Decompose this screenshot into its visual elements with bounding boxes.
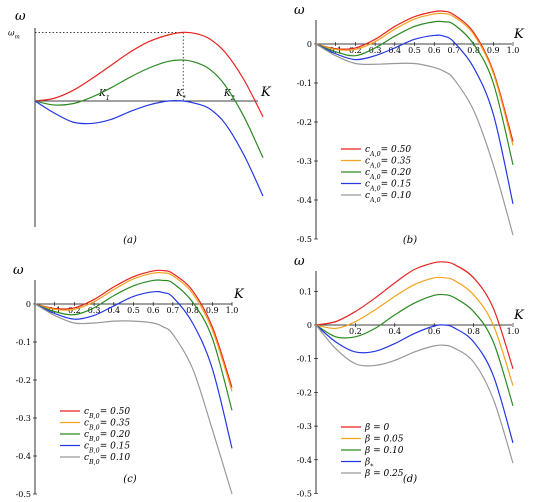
series-line-orange: [315, 12, 514, 146]
k2-label: K2: [223, 89, 235, 102]
x-tick-label: 0.3: [88, 306, 101, 315]
y-tick-label: -0.4: [297, 456, 312, 465]
k1-label: K1: [98, 89, 110, 102]
y-tick-label: -0.3: [16, 414, 31, 423]
x-tick-label: 1.0: [507, 327, 520, 336]
kstar-label: K*: [175, 89, 187, 102]
y-tick-label: -0.1: [297, 79, 312, 88]
panel-label: (b): [403, 235, 417, 246]
series-line-blue: [34, 290, 233, 449]
x-tick-label: 0.6: [428, 46, 441, 55]
panel-label: (d): [403, 474, 417, 485]
legend-label: cA,0= 0.50: [365, 145, 411, 158]
legend-label: cA,0= 0.35: [365, 157, 411, 170]
series-line-green: [34, 59, 264, 159]
x-tick-label: 0.5: [408, 46, 421, 55]
legend-label: β = 0.05: [364, 435, 404, 445]
series-line-red: [34, 31, 264, 118]
legend-label: cA,0= 0.20: [365, 168, 411, 181]
panel-label: (c): [123, 474, 137, 485]
x-tick-label: 0.4: [388, 46, 401, 55]
legend-label: β = 0.25: [364, 469, 404, 479]
x-tick-label: 0.1: [329, 46, 342, 55]
y-tick-label: -0.3: [297, 157, 312, 166]
x-tick-label: 0.8: [467, 327, 480, 336]
y-tick-label: -0.1: [16, 338, 31, 347]
x-axis-label: K: [513, 27, 525, 42]
series-line-red: [315, 10, 514, 142]
x-axis-label: K: [513, 308, 525, 323]
y-tick-label: -0.4: [297, 196, 312, 205]
legend-label: cA,0= 0.15: [365, 180, 411, 193]
x-tick-label: 0.7: [167, 306, 180, 315]
series-line-blue: [34, 99, 264, 197]
x-tick-label: 1.0: [507, 46, 520, 55]
series-line-green: [34, 279, 233, 411]
y-tick-label: 0.1: [299, 287, 312, 296]
x-tick-label: 1.0: [226, 306, 239, 315]
y-axis-label: ω: [294, 254, 305, 269]
legend-label: β*: [364, 458, 374, 471]
series-line-red: [34, 269, 233, 388]
y-axis-label: ω: [15, 9, 26, 24]
series-line-blue: [315, 324, 514, 444]
y-axis-label: ω: [13, 263, 24, 278]
y-tick-label: -0.4: [16, 452, 31, 461]
series-line-green: [315, 293, 514, 407]
y-tick-label: 0: [307, 40, 312, 49]
x-tick-label: 0.8: [467, 46, 480, 55]
x-tick-label: 0.1: [48, 306, 61, 315]
series-line-orange: [34, 271, 233, 392]
x-tick-label: 0.7: [448, 46, 461, 55]
legend-label: cB,0= 0.15: [84, 442, 130, 455]
series-line-gray: [34, 303, 233, 495]
x-tick-label: 0.9: [487, 46, 500, 55]
series-line-red: [315, 261, 514, 369]
x-tick-label: 0.3: [369, 46, 382, 55]
y-tick-label: 0: [307, 321, 312, 330]
y-axis-label: ω: [294, 3, 305, 18]
x-tick-label: 0.2: [349, 46, 362, 55]
panel-c: ω K 0.1 0.2 0.3 0.4 0.5 0.6 0.7 0.8 0.9 1.0 0 -0.1 -0.…: [13, 263, 245, 499]
y-tick-label: -0.2: [297, 388, 312, 397]
x-tick-label: 0.8: [186, 306, 199, 315]
legend-label: cB,0= 0.10: [84, 453, 130, 466]
y-tick-label: -0.5: [16, 490, 31, 499]
x-tick-label: 0.5: [127, 306, 140, 315]
panel-label: (a): [123, 235, 137, 246]
x-tick-label: 0.9: [206, 306, 219, 315]
x-tick-label: 0.2: [349, 327, 362, 336]
legend-label: β = 0: [364, 423, 389, 433]
series-line-gray: [315, 324, 514, 464]
series-line-blue: [315, 34, 514, 205]
panel-d: ω K 0.2 0.4 0.6 0.8 1.0 0.1 0 -0.1 -0.2 -0.3 -0.4 -0.…: [294, 254, 525, 499]
y-tick-label: -0.5: [297, 490, 312, 499]
y-tick-label: -0.3: [297, 422, 312, 431]
series-line-gray: [315, 43, 514, 236]
panel-b: ω K 0.1 0.2 0.3 0.4 0.5 0.6 0.7 0.8 0.9 1.0 0 -0.1 -0.…: [294, 3, 525, 246]
legend-label: cB,0= 0.50: [84, 407, 130, 420]
x-tick-label: 0.4: [107, 306, 120, 315]
y-tick-label: -0.2: [297, 118, 312, 127]
x-axis-label: K: [260, 85, 272, 100]
legend-label: cB,0= 0.35: [84, 419, 130, 432]
x-tick-label: 0.4: [388, 327, 401, 336]
series-line-green: [315, 20, 514, 166]
legend-label: β = 0.10: [364, 446, 404, 456]
y-tick-label: 0: [26, 300, 31, 309]
legend-label: cB,0= 0.20: [84, 430, 130, 443]
y-tick-label: -0.5: [297, 235, 312, 244]
x-tick-label: 0.6: [147, 306, 160, 315]
x-axis-label: K: [233, 287, 245, 302]
y-tick-label: -0.2: [16, 376, 31, 385]
series-line-orange: [315, 276, 514, 386]
panel-a: ω Kωm K1 K* K2 (a): [8, 9, 272, 246]
x-tick-label: 0.6: [428, 327, 441, 336]
legend-label: cA,0= 0.10: [365, 191, 411, 204]
omega-max-label: ωm: [8, 28, 20, 40]
x-tick-label: 0.2: [68, 306, 81, 315]
y-tick-label: -0.1: [297, 355, 312, 364]
